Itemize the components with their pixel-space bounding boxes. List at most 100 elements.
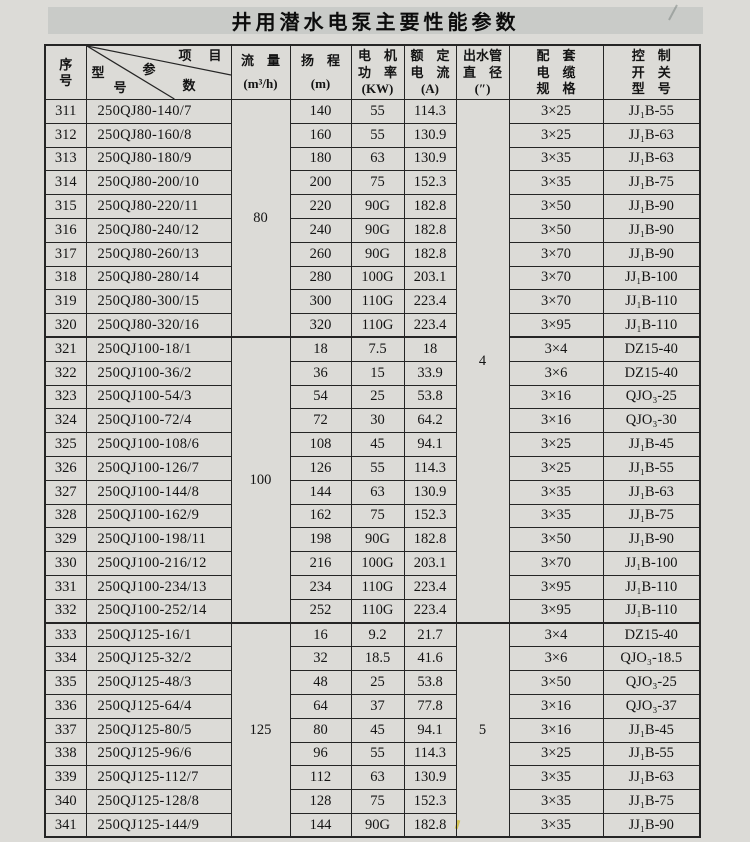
cell-power: 90G (350, 217, 405, 243)
table-row: 332 250QJ100-252/14 252 110G 223.4 3×95 JJ₁B-1… (44, 598, 701, 624)
cell-model: 250QJ125-144/9 (85, 812, 232, 838)
table-row: 336 250QJ125-64/4 64 37 77.8 3×16 QJO₃-37 (44, 693, 701, 719)
cell-model: 250QJ125-128/8 (85, 789, 232, 814)
cell-switch: JJ₁B-63 (602, 765, 701, 791)
cell-cable: 3×35 (508, 146, 604, 172)
cell-power: 25 (350, 384, 405, 410)
cell-serial: 320 (44, 313, 87, 338)
cell-model: 250QJ80-180/9 (85, 146, 232, 172)
col-header-head: 扬 程 (m) (289, 44, 352, 100)
table-body: 311 250QJ80-140/7 80 140 55 114.3 4 3×25 JJ₁B-55… (44, 99, 701, 838)
cell-head: 200 (289, 170, 352, 196)
cell-head: 180 (289, 146, 352, 172)
cell-head: 220 (289, 194, 352, 219)
cell-current: 223.4 (403, 598, 457, 624)
table-row: 334 250QJ125-32/2 32 18.5 41.6 3×6 QJO₃-18.5 (44, 646, 701, 672)
col-header-cable: 配 套 电 缆 规 格 (508, 44, 604, 100)
cell-flow: 100 (230, 336, 291, 624)
cell-cable: 3×50 (508, 194, 604, 219)
cell-head: 198 (289, 527, 352, 553)
table-row: 315 250QJ80-220/11 220 90G 182.8 3×50 JJ₁B-90 (44, 194, 701, 219)
cell-cable: 3×25 (508, 122, 604, 148)
cell-model: 250QJ100-108/6 (85, 432, 232, 457)
cell-head: 112 (289, 765, 352, 791)
cell-head: 18 (289, 336, 352, 362)
cell-model: 250QJ100-36/2 (85, 360, 232, 386)
cell-power: 75 (350, 170, 405, 196)
table-row: 329 250QJ100-198/11 198 90G 182.8 3×50 JJ₁B-90 (44, 527, 701, 553)
cell-cable: 3×4 (508, 336, 604, 362)
cell-model: 250QJ100-54/3 (85, 384, 232, 410)
cell-head: 252 (289, 598, 352, 624)
cell-head: 128 (289, 789, 352, 814)
cell-cable: 3×16 (508, 717, 604, 743)
col-header-diagonal: 项 目 型 参 号 数 (85, 44, 232, 100)
header-diameter-line1: 出水管 (462, 47, 502, 63)
title-band: 井用潜水电泵主要性能参数 (48, 7, 703, 34)
cell-cable: 3×6 (508, 646, 604, 672)
table-row: 323 250QJ100-54/3 54 25 53.8 3×16 QJO₃-25 (44, 384, 701, 410)
cell-switch: JJ₁B-110 (602, 289, 701, 315)
cell-serial: 313 (44, 146, 87, 172)
cell-serial: 315 (44, 194, 87, 219)
cell-current: 152.3 (403, 170, 457, 196)
table-row: 321 250QJ100-18/1 100 18 7.5 18 3×4 DZ15-40 (44, 336, 701, 624)
cell-model: 250QJ80-280/14 (85, 265, 232, 291)
cell-power: 75 (350, 789, 405, 814)
cell-current: 152.3 (403, 789, 457, 814)
cell-current: 77.8 (403, 693, 457, 719)
table-row: 328 250QJ100-162/9 162 75 152.3 3×35 JJ₁B-75 (44, 503, 701, 529)
cell-head: 280 (289, 265, 352, 291)
cell-model: 250QJ80-260/13 (85, 241, 232, 267)
cell-head: 144 (289, 479, 352, 505)
cell-model: 250QJ100-216/12 (85, 551, 232, 576)
cell-serial: 324 (44, 408, 87, 434)
table-row: 312 250QJ80-160/8 160 55 130.9 3×25 JJ₁B-63 (44, 122, 701, 148)
header-row: 序 号 项 目 型 参 号 数 流 量 (m³/h) (44, 44, 701, 100)
cell-power: 90G (350, 527, 405, 553)
cell-power: 7.5 (350, 336, 405, 362)
cell-cable: 3×95 (508, 574, 604, 600)
cell-serial: 333 (44, 622, 87, 648)
cell-head: 80 (289, 717, 352, 743)
cell-cable: 3×16 (508, 693, 604, 719)
cell-cable: 3×6 (508, 360, 604, 386)
cell-power: 15 (350, 360, 405, 386)
table-row: 330 250QJ100-216/12 216 100G 203.1 3×70 JJ₁B-1… (44, 551, 701, 576)
cell-current: 53.8 (403, 384, 457, 410)
cell-current: 130.9 (403, 146, 457, 172)
cell-switch: JJ₁B-110 (602, 598, 701, 624)
cell-model: 250QJ100-72/4 (85, 408, 232, 434)
cell-model: 250QJ100-234/13 (85, 574, 232, 600)
cell-cable: 3×35 (508, 812, 604, 838)
cell-serial: 335 (44, 670, 87, 695)
cell-model: 250QJ100-144/8 (85, 479, 232, 505)
cell-power: 110G (350, 598, 405, 624)
cell-head: 64 (289, 693, 352, 719)
cell-switch: JJ₁B-75 (602, 170, 701, 196)
col-header-flow: 流 量 (m³/h) (230, 44, 291, 100)
cell-cable: 3×70 (508, 289, 604, 315)
cell-serial: 311 (44, 99, 87, 124)
cell-head: 320 (289, 313, 352, 338)
cell-current: 130.9 (403, 122, 457, 148)
cell-head: 54 (289, 384, 352, 410)
cell-switch: JJ₁B-55 (602, 99, 701, 124)
cell-head: 144 (289, 812, 352, 838)
table-row: 314 250QJ80-200/10 200 75 152.3 3×35 JJ₁B-75 (44, 170, 701, 196)
cell-switch: QJO₃-18.5 (602, 646, 701, 672)
cell-cable: 3×50 (508, 217, 604, 243)
cell-power: 9.2 (350, 622, 405, 648)
cell-cable: 3×25 (508, 741, 604, 767)
cell-current: 41.6 (403, 646, 457, 672)
cell-switch: JJ₁B-45 (602, 717, 701, 743)
cell-power: 100G (350, 551, 405, 576)
cell-serial: 338 (44, 741, 87, 767)
diagonal-label-param-1: 参 (142, 62, 156, 77)
cell-cable: 3×35 (508, 503, 604, 529)
table-header: 序 号 项 目 型 参 号 数 流 量 (m³/h) (44, 44, 701, 100)
cell-current: 64.2 (403, 408, 457, 434)
cell-serial: 327 (44, 479, 87, 505)
table-row: 331 250QJ100-234/13 234 110G 223.4 3×95 JJ₁B-1… (44, 574, 701, 600)
diagonal-label-model-2: 号 (113, 80, 127, 95)
